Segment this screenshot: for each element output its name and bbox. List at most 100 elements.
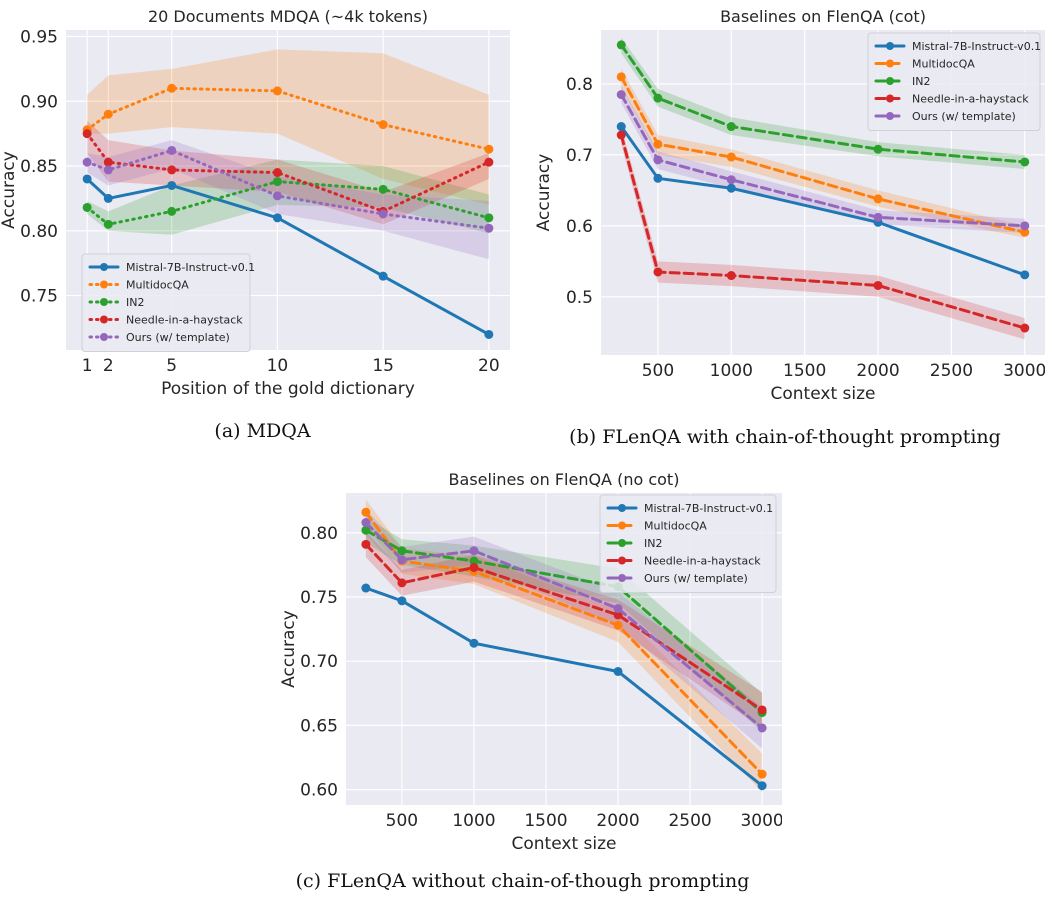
data-point	[613, 610, 623, 620]
legend-box	[81, 253, 251, 352]
data-point	[873, 144, 883, 154]
data-point	[484, 223, 494, 233]
chart-title: Baselines on FlenQA (cot)	[720, 7, 926, 26]
data-point	[397, 578, 407, 588]
legend-swatch-marker	[618, 521, 626, 530]
legend-label: Mistral-7B-Instruct-v0.1	[912, 40, 1041, 53]
y-tick-label: 0.80	[20, 222, 58, 242]
legend-label: Ours (w/ template)	[644, 572, 748, 585]
data-point	[272, 86, 282, 96]
confidence-band	[87, 140, 489, 260]
legend-label: Needle-in-a-haystack	[912, 93, 1029, 106]
x-axis-label: Context size	[771, 384, 876, 404]
data-point	[103, 219, 113, 229]
data-point	[397, 596, 407, 606]
data-point	[469, 556, 479, 566]
data-point	[757, 705, 767, 715]
y-axis-label: Accuracy	[279, 610, 299, 688]
x-tick-label: 500	[642, 361, 674, 381]
series-line	[85, 132, 491, 213]
data-point	[167, 180, 177, 190]
chart-svg-mdqa: 0.75 0.80 0.85 0.90 0.95 1 2 5 10 15 20 20 Document…	[0, 7, 510, 399]
series-line	[619, 93, 1027, 228]
data-point	[653, 173, 663, 183]
chart-title: Baselines on FlenQA (no cot)	[449, 470, 680, 489]
data-point	[873, 280, 883, 290]
legend-label: Mistral-7B-Instruct-v0.1	[126, 261, 255, 274]
data-point	[484, 144, 494, 154]
legend-label: MultidocQA	[912, 58, 975, 71]
confidence-band	[365, 517, 763, 732]
data-point	[726, 122, 736, 132]
data-point	[272, 177, 282, 187]
y-tick-label: 0.5	[566, 288, 593, 308]
chart-panel-flenqa-cot: 0.5 0.6 0.7 0.8 500 1000 1500 2000 2500 3000 Basel…	[525, 0, 1045, 410]
y-tick-label: 0.75	[20, 287, 58, 307]
data-point	[103, 109, 113, 119]
data-point	[1020, 270, 1030, 280]
legend-swatch-marker	[886, 112, 894, 120]
y-tick-label: 0.65	[300, 716, 338, 736]
y-tick-label: 0.85	[20, 157, 58, 177]
x-tick-label: 1000	[452, 811, 495, 831]
data-point	[361, 507, 371, 517]
data-point	[484, 157, 494, 167]
data-point	[378, 209, 388, 219]
data-point	[1020, 323, 1030, 333]
confidence-band	[365, 499, 763, 793]
series-line	[85, 177, 491, 336]
legend-swatch-marker	[100, 280, 108, 289]
data-point	[1020, 227, 1030, 237]
data-point	[103, 193, 113, 203]
x-tick-label: 15	[372, 356, 394, 376]
y-tick-label: 0.75	[300, 588, 338, 608]
y-tick-label: 0.6	[566, 217, 593, 237]
data-point	[167, 83, 177, 93]
data-point	[616, 40, 626, 50]
x-axis-label: Context size	[512, 834, 617, 854]
data-point	[397, 546, 407, 556]
x-tick-label: 1500	[783, 361, 826, 381]
data-point	[272, 213, 282, 223]
legend-swatch-marker	[886, 59, 894, 68]
data-point	[82, 129, 92, 139]
x-tick-label: 2000	[856, 361, 899, 381]
legend-label: IN2	[912, 75, 930, 88]
data-point	[82, 174, 92, 184]
confidence-band	[87, 120, 489, 225]
data-point	[469, 562, 479, 572]
x-tick-label: 2000	[596, 811, 639, 831]
legend-swatch-marker	[100, 263, 108, 271]
data-point	[361, 539, 371, 549]
legend-label: Ours (w/ template)	[912, 110, 1016, 123]
data-point	[616, 72, 626, 82]
data-point	[361, 518, 371, 528]
data-point	[1020, 221, 1030, 231]
legend-label: Ours (w/ template)	[126, 331, 230, 344]
y-tick-label: 0.8	[566, 75, 593, 95]
data-point	[484, 329, 494, 339]
data-point	[613, 620, 623, 630]
data-point	[272, 168, 282, 178]
data-point	[82, 202, 92, 212]
data-point	[616, 122, 626, 132]
series-line	[619, 75, 1027, 234]
data-point	[613, 666, 623, 676]
legend-swatch-marker	[100, 333, 108, 341]
x-tick-label: 5	[166, 356, 177, 376]
data-point	[757, 781, 767, 791]
data-point	[1020, 157, 1030, 167]
data-point	[397, 555, 407, 565]
x-tick-label: 10	[267, 356, 289, 376]
series-line	[364, 521, 764, 730]
x-tick-label: 1	[82, 356, 93, 376]
data-point	[726, 271, 736, 281]
chart-panel-mdqa: 0.75 0.80 0.85 0.90 0.95 1 2 5 10 15 20 20 Document…	[0, 0, 525, 410]
data-point	[361, 583, 371, 593]
data-point	[469, 546, 479, 556]
confidence-band	[621, 37, 1025, 170]
y-tick-label: 0.95	[20, 27, 58, 47]
legend-swatch-marker	[886, 94, 894, 103]
data-point	[167, 165, 177, 175]
caption-c: (c) FLenQA without chain-of-though promp…	[295, 870, 750, 892]
